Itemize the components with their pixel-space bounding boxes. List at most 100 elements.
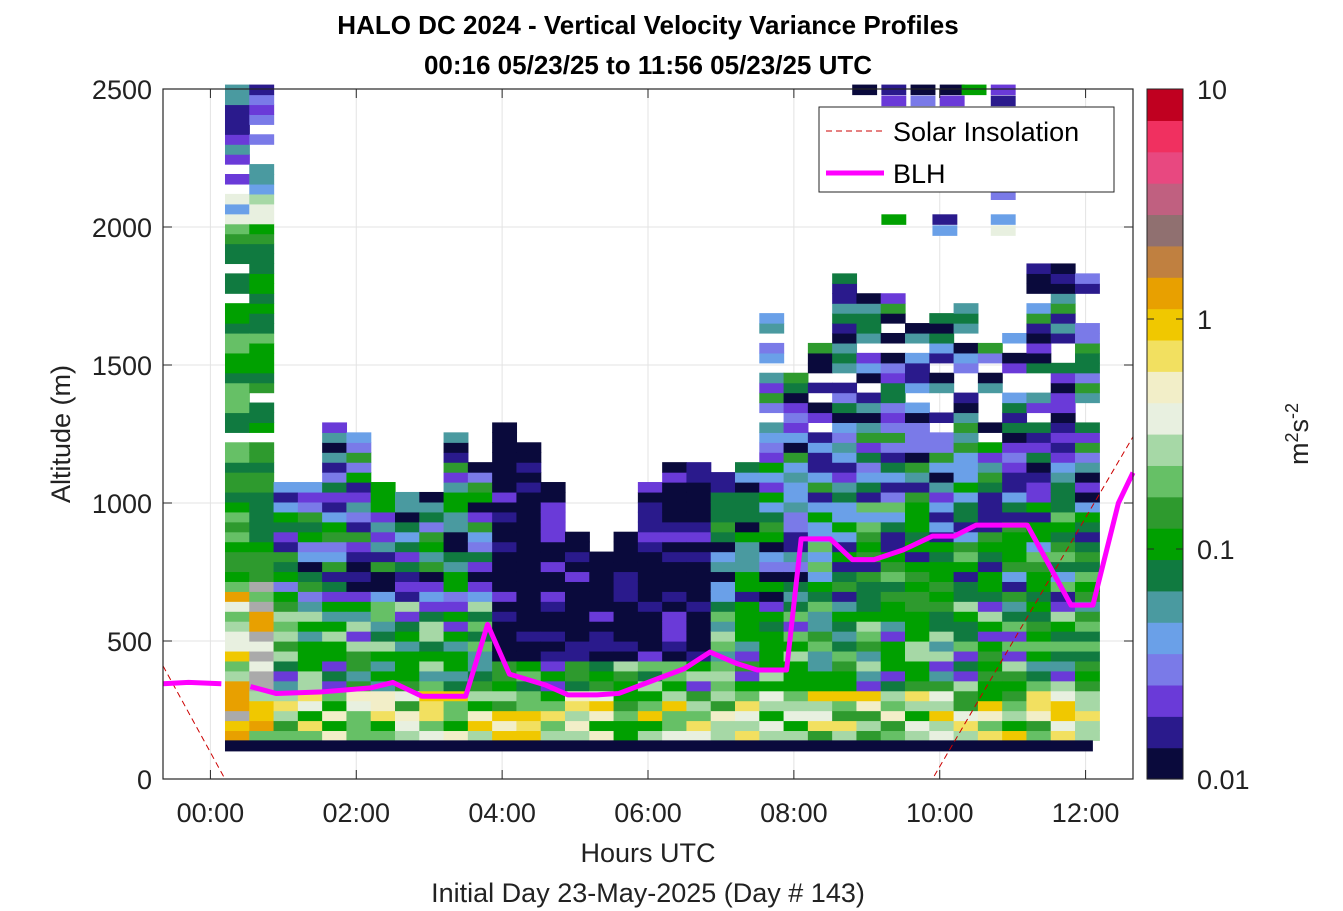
heatmap-cell	[297, 641, 323, 652]
x-tick-label: 00:00	[177, 798, 245, 828]
heatmap-cell	[249, 164, 275, 175]
heatmap-cell	[516, 581, 542, 592]
heatmap-cell	[1026, 650, 1052, 662]
heatmap-cell	[686, 670, 712, 682]
heatmap-cell	[370, 501, 396, 513]
heatmap-cell	[322, 591, 348, 602]
heatmap-cell	[662, 531, 688, 543]
heatmap-cell	[905, 581, 930, 592]
heatmap-cell	[710, 720, 736, 732]
y-tick-label: 0	[137, 765, 152, 795]
heatmap-cell	[807, 601, 833, 612]
heatmap-cell	[905, 571, 930, 582]
heatmap-cell	[540, 551, 566, 563]
heatmap-cell	[370, 650, 396, 662]
heatmap-cell	[540, 482, 566, 493]
heatmap-cell	[735, 551, 760, 563]
heatmap-cell	[492, 561, 518, 573]
heatmap-cell	[637, 591, 663, 602]
heatmap-cell	[880, 581, 906, 592]
heatmap-cell	[686, 631, 712, 642]
heatmap-cell	[273, 631, 299, 642]
heatmap-cell	[832, 293, 858, 304]
heatmap-cell	[394, 511, 420, 523]
heatmap-cell	[370, 670, 396, 682]
heatmap-cell	[929, 382, 955, 394]
heatmap-cell	[1026, 442, 1052, 453]
heatmap-cell	[322, 690, 348, 702]
heatmap-cell	[735, 581, 760, 592]
heatmap-cell	[905, 601, 930, 612]
heatmap-cell	[467, 710, 493, 722]
heatmap-cell	[492, 700, 518, 712]
heatmap-cell	[905, 382, 930, 394]
heatmap-cell	[807, 611, 833, 622]
heatmap-cell	[1026, 710, 1052, 722]
heatmap-cell	[686, 581, 712, 592]
heatmap-cell	[540, 621, 566, 632]
heatmap-cell	[249, 650, 275, 662]
heatmap-cell	[443, 581, 469, 592]
heatmap-cell	[249, 283, 275, 294]
heatmap-cell	[1026, 531, 1052, 543]
heatmap-cell	[1050, 372, 1076, 384]
heatmap-cell	[880, 531, 906, 543]
heatmap-cell	[297, 670, 323, 682]
heatmap-cell	[565, 571, 590, 582]
heatmap-cell	[832, 422, 858, 433]
heatmap-cell	[880, 511, 906, 523]
heatmap-cell	[443, 631, 469, 642]
heatmap-cell	[1075, 352, 1100, 364]
heatmap-cell	[905, 323, 930, 334]
heatmap-cell	[589, 670, 615, 682]
plot-area	[162, 84, 1136, 780]
heatmap-cell	[929, 601, 955, 612]
heatmap-cell	[905, 670, 930, 682]
heatmap-cell	[322, 581, 348, 592]
heatmap-cell	[249, 422, 275, 433]
heatmap-cell	[880, 362, 906, 374]
heatmap-cell	[346, 650, 372, 662]
heatmap-cell	[297, 730, 323, 741]
colorbar-band	[1147, 747, 1183, 780]
heatmap-cell	[856, 501, 882, 513]
heatmap-cell	[273, 680, 299, 692]
heatmap-cell	[467, 690, 493, 702]
heatmap-cell	[832, 611, 858, 622]
heatmap-cell	[1026, 551, 1052, 563]
y-tick-label: 1000	[92, 489, 152, 519]
heatmap-cell	[249, 402, 275, 414]
heatmap-cell	[977, 660, 1003, 672]
heatmap-cell	[297, 611, 323, 622]
heatmap-cell	[735, 720, 760, 732]
heatmap-cell	[346, 670, 372, 682]
heatmap-cell	[783, 521, 809, 533]
heatmap-cell	[1002, 362, 1028, 374]
heatmap-cell	[1002, 462, 1028, 473]
heatmap-cell	[929, 482, 955, 493]
heatmap-cell	[783, 611, 809, 622]
heatmap-cell	[905, 730, 930, 741]
heatmap-cell	[492, 442, 518, 453]
heatmap-cell	[589, 680, 615, 692]
heatmap-cell	[249, 611, 275, 622]
heatmap-cell	[273, 531, 299, 543]
heatmap-cell	[1026, 631, 1052, 642]
heatmap-cell	[273, 571, 299, 582]
heatmap-cell	[1026, 521, 1052, 533]
heatmap-cell	[346, 511, 372, 523]
heatmap-cell	[224, 104, 250, 115]
heatmap-cell	[467, 670, 493, 682]
heatmap-cell	[977, 611, 1003, 622]
heatmap-cell	[1026, 332, 1052, 344]
heatmap-cell	[224, 402, 250, 414]
heatmap-cell	[1050, 362, 1076, 374]
heatmap-cell	[249, 660, 275, 672]
heatmap-cell	[249, 203, 275, 215]
heatmap-cell	[880, 491, 906, 503]
colorbar-ticks: 0.01 0.1 1 10	[1147, 75, 1250, 795]
heatmap-cell	[273, 581, 299, 592]
heatmap-cell	[540, 511, 566, 523]
heatmap-cell	[905, 432, 930, 443]
